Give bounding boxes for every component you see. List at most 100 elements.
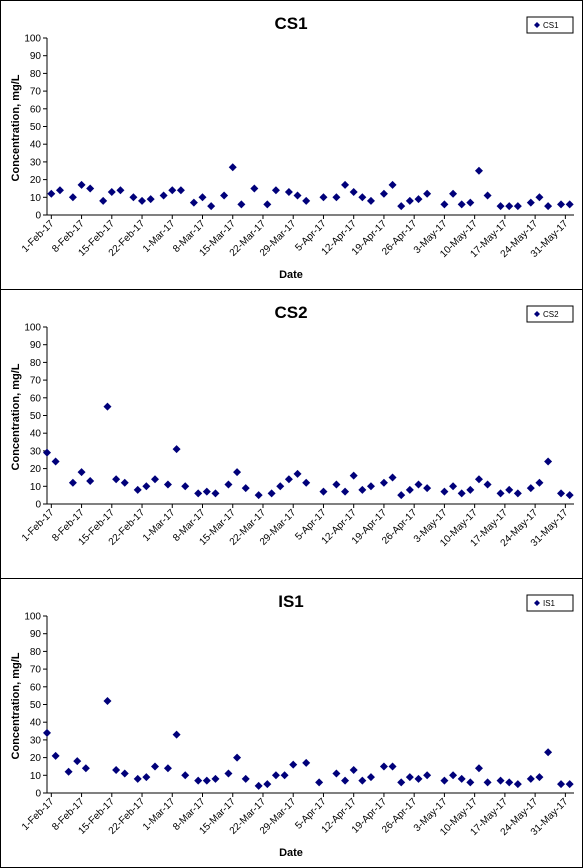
data-point bbox=[483, 778, 492, 787]
data-point bbox=[405, 485, 414, 494]
y-tick-label: 40 bbox=[30, 429, 42, 440]
y-tick-label: 80 bbox=[30, 69, 42, 80]
legend-box bbox=[526, 16, 574, 34]
data-point bbox=[366, 773, 375, 782]
data-point bbox=[198, 193, 207, 202]
legend: IS1 bbox=[526, 594, 574, 612]
y-tick-label: 90 bbox=[30, 629, 42, 640]
data-point bbox=[379, 189, 388, 198]
data-point bbox=[513, 202, 522, 211]
data-point bbox=[224, 769, 233, 778]
data-point bbox=[289, 760, 298, 769]
data-point bbox=[116, 186, 125, 195]
data-point bbox=[73, 757, 82, 766]
data-point bbox=[120, 769, 129, 778]
data-point bbox=[544, 457, 553, 466]
data-point bbox=[505, 778, 514, 787]
legend-box bbox=[526, 305, 574, 323]
data-point bbox=[565, 200, 574, 209]
data-point bbox=[358, 485, 367, 494]
data-point bbox=[43, 448, 51, 457]
data-point bbox=[535, 193, 544, 202]
data-point bbox=[557, 489, 566, 498]
data-point bbox=[388, 762, 397, 771]
data-point bbox=[189, 198, 198, 207]
data-point bbox=[163, 480, 172, 489]
data-point bbox=[237, 200, 246, 209]
data-point bbox=[319, 193, 328, 202]
data-point bbox=[483, 480, 492, 489]
data-point bbox=[103, 696, 112, 705]
data-point bbox=[146, 195, 155, 204]
data-point bbox=[241, 484, 250, 493]
data-point bbox=[535, 478, 544, 487]
data-point bbox=[496, 489, 505, 498]
y-axis-label: Concentration, mg/L bbox=[10, 74, 22, 181]
data-point bbox=[271, 186, 280, 195]
data-point bbox=[233, 753, 242, 762]
data-point bbox=[349, 471, 358, 480]
data-point bbox=[526, 198, 535, 207]
data-point bbox=[276, 482, 285, 491]
data-point bbox=[496, 776, 505, 785]
data-point bbox=[133, 485, 142, 494]
data-point bbox=[341, 487, 350, 496]
chart-title: IS1 bbox=[278, 592, 304, 611]
data-point bbox=[544, 202, 553, 211]
data-point bbox=[405, 196, 414, 205]
y-tick-label: 50 bbox=[30, 122, 42, 133]
data-point bbox=[55, 186, 64, 195]
data-point bbox=[397, 491, 406, 500]
data-point bbox=[172, 445, 181, 454]
y-tick-label: 10 bbox=[30, 193, 42, 204]
data-point bbox=[51, 457, 60, 466]
data-point bbox=[349, 765, 358, 774]
data-point bbox=[457, 489, 466, 498]
data-point bbox=[513, 489, 522, 498]
y-tick-label: 80 bbox=[30, 647, 42, 658]
data-point bbox=[51, 751, 60, 760]
data-point bbox=[302, 196, 311, 205]
data-point bbox=[168, 186, 177, 195]
data-point bbox=[233, 468, 242, 477]
x-axis-label: Date bbox=[279, 847, 303, 859]
data-point bbox=[68, 478, 77, 487]
y-tick-label: 10 bbox=[30, 482, 42, 493]
data-point bbox=[414, 774, 423, 783]
data-point bbox=[557, 780, 566, 789]
data-point bbox=[505, 485, 514, 494]
chart-cs1: CS1 Date Concentration, mg/L 0 10 20 30 40 50… bbox=[10, 14, 574, 281]
data-point bbox=[349, 187, 358, 196]
data-point bbox=[457, 200, 466, 209]
y-tick-label: 20 bbox=[30, 753, 42, 764]
chart-is1: IS1 Date Concentration, mg/L 0 10 20 30 40 50… bbox=[10, 592, 574, 859]
data-point bbox=[332, 480, 341, 489]
data-point bbox=[47, 189, 56, 198]
data-point bbox=[388, 180, 397, 189]
legend: CS1 bbox=[526, 16, 574, 34]
y-tick-label: 40 bbox=[30, 718, 42, 729]
y-tick-label: 70 bbox=[30, 87, 42, 98]
data-point bbox=[440, 200, 449, 209]
data-point bbox=[284, 475, 293, 484]
data-point bbox=[202, 776, 211, 785]
data-point bbox=[505, 202, 514, 211]
data-point bbox=[496, 202, 505, 211]
chart-panel-cs1: CS1 Date Concentration, mg/L 0 10 20 30 40 50… bbox=[0, 0, 583, 290]
data-point bbox=[263, 780, 272, 789]
chart-cs2: CS2 Concentration, mg/L 0 10 20 30 40 50 60 70 8… bbox=[10, 303, 574, 549]
data-point bbox=[366, 196, 375, 205]
y-tick-label: 70 bbox=[30, 665, 42, 676]
data-point bbox=[254, 491, 263, 500]
chart-title: CS2 bbox=[274, 303, 307, 322]
y-tick-label: 0 bbox=[35, 211, 41, 222]
data-point bbox=[483, 191, 492, 200]
data-point bbox=[86, 476, 95, 485]
legend: CS2 bbox=[526, 305, 574, 323]
data-point bbox=[99, 196, 108, 205]
data-point bbox=[388, 473, 397, 482]
data-point bbox=[159, 191, 168, 200]
data-point bbox=[181, 482, 190, 491]
data-point bbox=[526, 484, 535, 493]
data-point bbox=[302, 758, 311, 767]
